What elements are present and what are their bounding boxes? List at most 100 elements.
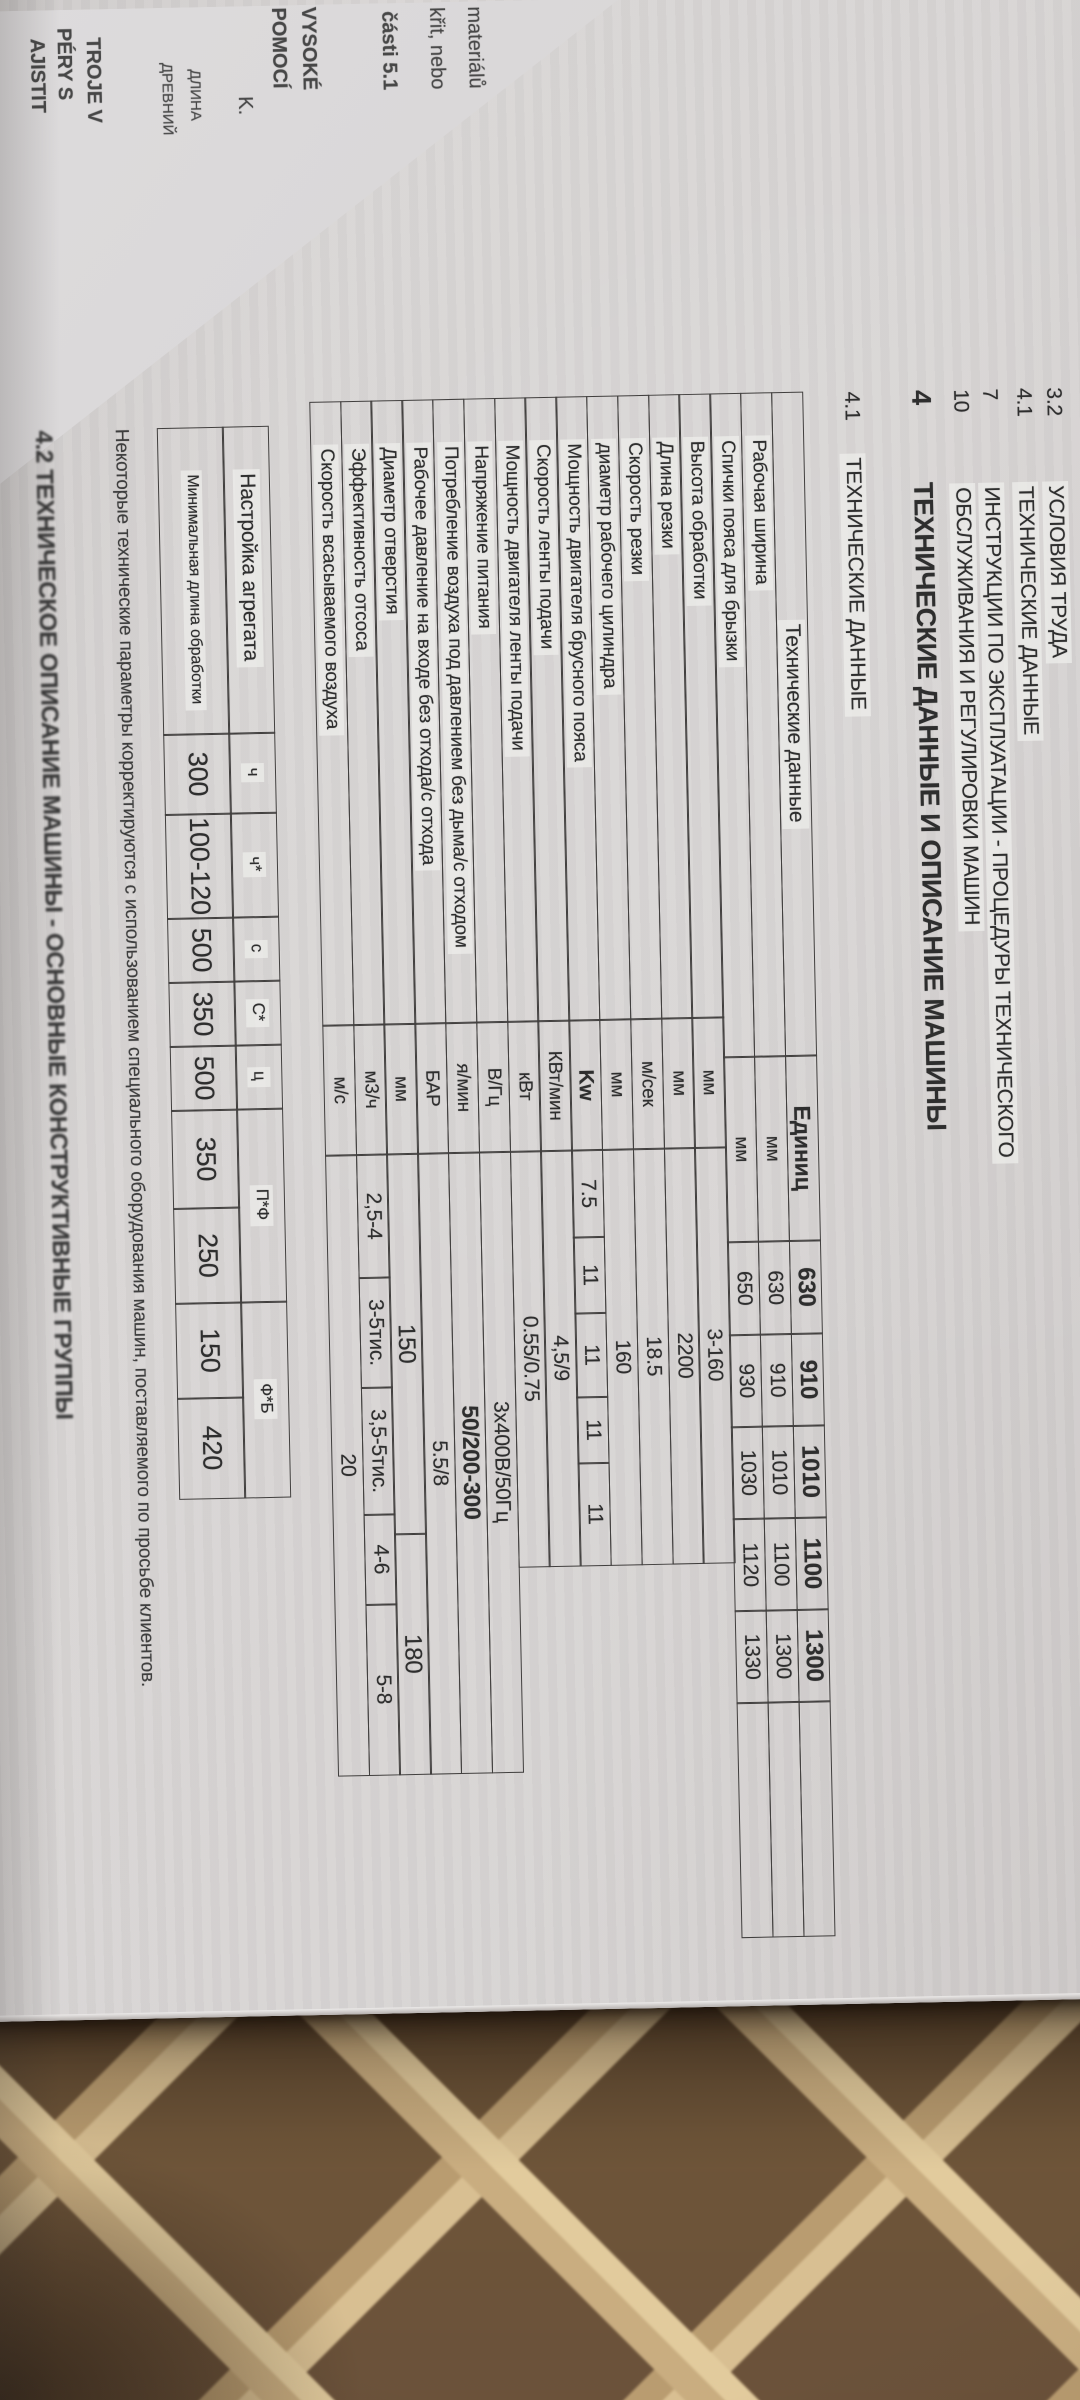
- table-cell-value: 1030: [730, 1425, 766, 1520]
- table-cell-value-text: 3,5-5тис.: [366, 1408, 391, 1494]
- table-cell-value: 630: [757, 1240, 793, 1336]
- table-cell-value-text: 630: [792, 1266, 821, 1307]
- table-cell-value: 1010: [792, 1424, 827, 1519]
- table-cell-unit: мм: [383, 1022, 419, 1155]
- table-cell-value-text: 11: [580, 1344, 604, 1366]
- table-cell-value: 630: [788, 1239, 823, 1335]
- foreign-page-fragment: křit, nebo: [425, 6, 449, 90]
- foreign-page-fragment: ДЛИНА: [186, 69, 205, 122]
- table-cell-value-text: 20: [336, 1453, 360, 1477]
- table-cell-unit-text: мм: [761, 1135, 784, 1162]
- toc-entry: 3.2 УСЛОВИЯ ТРУДА: [1041, 387, 1072, 664]
- table-cell-value: 11: [576, 1395, 610, 1465]
- footnote: Некоторые технические параметры корректи…: [110, 428, 159, 1688]
- settings-code-cell-text: Ф*Б: [253, 1378, 278, 1420]
- toc-entry-title: ТЕХНИЧЕСКИЕ ДАННЫЕ: [1012, 481, 1044, 742]
- table-cell-value-text: 1300: [799, 1628, 829, 1682]
- table-cell-unit-text: КВт/мин: [544, 1050, 567, 1121]
- page-shadow: [0, 1950, 1080, 2400]
- settings-row-label-cell: Минимальная длина обработки: [157, 426, 231, 736]
- table-cell-value-text: 11: [581, 1418, 606, 1441]
- toc-entry: 4.1 ТЕХНИЧЕСКИЕ ДАННЫЕ: [1011, 387, 1044, 742]
- settings-value-cell-text: 150: [194, 1327, 226, 1373]
- foreign-page-fragment: TROJE V: [81, 37, 106, 124]
- table-cell-value-text: 4-6: [368, 1544, 393, 1575]
- table-cell-unit: мм: [599, 1018, 635, 1151]
- table-cell-label-text: Высота обработки: [683, 436, 712, 606]
- table-cell-value: 910: [759, 1333, 795, 1428]
- settings-title-cell: Настройка агрегата: [222, 425, 276, 735]
- settings-code-cell-text: ч*: [242, 852, 267, 878]
- table-cell-unit-text: В/Гц: [483, 1067, 505, 1107]
- settings-code-cell: С*: [233, 979, 282, 1047]
- table-cell-value-text: 7.5: [576, 1178, 601, 1209]
- table-cell-unit-text: мм: [390, 1075, 413, 1102]
- table-cell-unit: мм: [723, 1055, 760, 1243]
- settings-value-cell: 300: [163, 732, 232, 816]
- table-cell-unit: м/с: [322, 1024, 358, 1157]
- table-cell-value: 1010: [761, 1424, 796, 1520]
- toc-block: 3.2 УСЛОВИЯ ТРУДА 4.1 ТЕХНИЧЕСКИЕ ДАННЫЕ 7…: [949, 0, 1080, 2389]
- settings-value-cell: 250: [173, 1206, 243, 1305]
- table-cell-value: 3-5тис.: [358, 1276, 393, 1389]
- table-cell-unit: В/Гц: [475, 1020, 512, 1154]
- table-cell-value-text: 50/200-300: [456, 1405, 486, 1520]
- table-cell-label-text: Мощность двигателя брусного пояса: [559, 439, 592, 768]
- settings-code-cell-text: С*: [245, 998, 270, 1028]
- table-cell-value-text: 650: [732, 1270, 757, 1306]
- table-cell-value-text: 11: [583, 1502, 608, 1525]
- table-cell-label-text: Эффективность отсоса: [344, 443, 374, 658]
- table-cell-value-text: 180: [399, 1633, 428, 1674]
- table-cell-value-text: 0.55/0.75: [518, 1315, 543, 1402]
- foreign-page-fragment: AJISTIT: [25, 38, 50, 114]
- table-cell-value-text: 1100: [769, 1541, 794, 1587]
- subsection-title: ТЕХНИЧЕСКИЕ ДАННЫЕ: [839, 453, 871, 717]
- table-cell-value: 4-6: [363, 1513, 398, 1606]
- toc-entry-number: 7: [978, 388, 1002, 401]
- table-cell-label-text: Скорость ленты подачи: [529, 439, 559, 656]
- settings-value-cell: 500: [167, 916, 236, 984]
- table-cell-value-text: 1100: [798, 1537, 827, 1590]
- settings-value-cell-text: 300: [182, 751, 214, 797]
- table-cell-unit-text: м/сек: [636, 1060, 659, 1107]
- section-title: ТЕХНИЧЕСКИЕ ДАННЫЕ И ОПИСАНИЕ МАШИНЫ: [908, 481, 952, 1131]
- toc-entry-number: 4.1: [1012, 387, 1036, 417]
- table-cell-unit-text: мм: [606, 1071, 628, 1098]
- table-cell-value-text: 1330: [740, 1633, 765, 1680]
- settings-row-label-cell-text: Минимальная длина обработки: [180, 470, 207, 711]
- settings-code-cell: Ф*Б: [240, 1300, 292, 1499]
- table-cell-value: 2,5-4: [355, 1153, 391, 1279]
- table-cell-value: 1120: [732, 1517, 768, 1612]
- toc-entry-title: ИНСТРУКЦИИ ПО ЭКСПЛУАТАЦИИ - ПРОЦЕДУРЫ Т…: [978, 482, 1019, 1164]
- table-cell-unit-text: я/мин: [452, 1063, 475, 1113]
- table-cell-value-text: 1030: [736, 1449, 761, 1496]
- subsection-number: 4.1: [840, 391, 864, 421]
- table-cell-value-text: 5.5/8: [428, 1440, 453, 1487]
- table-cell-unit: Kw: [568, 1018, 604, 1152]
- table-cell-unit-text: БАР: [421, 1069, 444, 1107]
- table-cell-unit: м/сек: [629, 1017, 665, 1150]
- settings-value-cell-text: 500: [186, 927, 218, 973]
- table-cell-value-text: 11: [578, 1264, 603, 1286]
- table-cell-value-text: 3-5тис.: [363, 1298, 389, 1367]
- table-cell-value: 1300: [796, 1608, 831, 1703]
- table-cell-value: 11: [574, 1311, 609, 1399]
- table-cell-unit: мм: [753, 1055, 791, 1243]
- toc-entry-title: УСЛОВИЯ ТРУДА: [1042, 481, 1072, 664]
- settings-code-cell-text: ч: [241, 763, 265, 783]
- document-page: materiálů křit, nebo části 5.1 VYSOKÉ PO…: [0, 0, 1080, 2023]
- table-cell-unit-text: м/с: [329, 1076, 351, 1105]
- technical-data-table: Технические данные Единиц 630 910 1010 1100 13…: [308, 0, 1080, 2389]
- settings-table: Настройка агрегата Минимальная длина обра…: [157, 0, 1080, 2389]
- table-cell-value-text: 1010: [796, 1444, 825, 1498]
- description-heading: 4.2 ТЕХНИЧЕСКОЕ ОПИСАНИЕ МАШИНЫ - ОСНОВН…: [29, 430, 78, 1420]
- foreign-page-fragment: ДРЕВНИЙ: [158, 62, 177, 136]
- table-cell-value: 5-8: [364, 1603, 401, 1776]
- table-cell-empty: [736, 1701, 774, 1938]
- settings-value-cell: 350: [171, 1108, 241, 1210]
- table-cell-label-text: Напряжение питания: [467, 441, 497, 635]
- table-cell-value-text: 160: [611, 1339, 635, 1375]
- table-cell-label-text: диаметр рабочего цилиндра: [590, 438, 622, 695]
- section-number: 4: [906, 389, 937, 406]
